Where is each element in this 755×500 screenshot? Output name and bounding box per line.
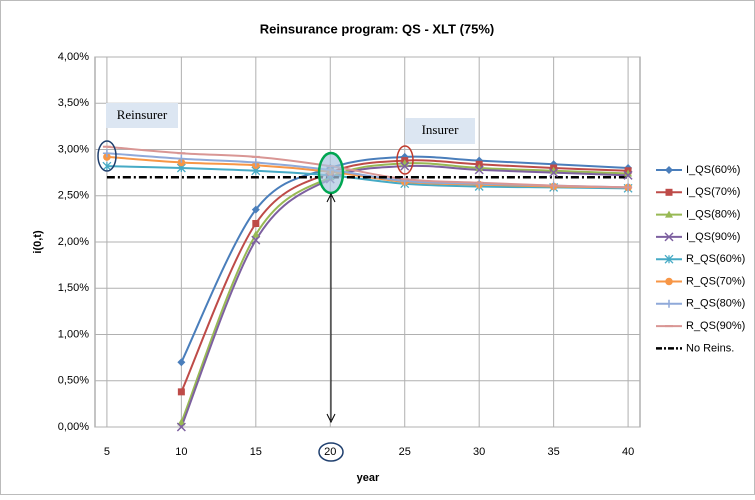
legend-marker: [665, 166, 673, 174]
arrow-head: [326, 192, 336, 424]
legend-marker: [664, 254, 674, 264]
legend-label: I_QS(90%): [686, 231, 740, 243]
chart-title: Reinsurance program: QS - XLT (75%): [260, 21, 495, 36]
annotations: Reinsurer Insurer: [97, 103, 475, 462]
data-point: [549, 166, 558, 174]
x-tick-label: 35: [548, 446, 560, 458]
annotation-box: [106, 103, 178, 128]
annotation: Insurer: [422, 122, 459, 137]
x-tick-label: 15: [250, 446, 262, 458]
legend-label: I_QS(80%): [686, 209, 740, 221]
legend-label: R_QS(60%): [686, 253, 745, 265]
data-point: [177, 358, 186, 367]
data-point: [252, 220, 260, 227]
annotation: Reinsurer: [117, 107, 168, 122]
x-tick-label: 30: [473, 446, 485, 458]
data-point: [177, 418, 186, 426]
legend-label: I_QS(70%): [686, 186, 740, 198]
data-point: [549, 168, 559, 178]
y-tick-label: 2,00%: [58, 236, 89, 248]
x-tick-label: 5: [104, 446, 110, 458]
highlight-ellipse: [396, 145, 414, 175]
x-tick-label: 25: [399, 446, 411, 458]
data-point: [474, 165, 484, 175]
legend-marker: [665, 277, 673, 286]
data-point: [624, 169, 633, 177]
highlight-ellipse: [97, 140, 117, 172]
legend-marker: [665, 210, 673, 218]
legend-label: R_QS(90%): [686, 320, 745, 332]
x-tick-label: 20: [324, 446, 336, 458]
grid: 0,00% 0,50% 1,00% 1,50% 2,00% 2,50% 3,00% 3,50%…: [58, 51, 641, 458]
y-tick-label: 3,00%: [58, 143, 89, 155]
legend-label: R_QS(80%): [686, 298, 745, 310]
data-point: [102, 149, 111, 158]
data-point: [177, 154, 186, 163]
x-tick-label: 10: [175, 446, 187, 458]
annotation-box: [405, 118, 475, 144]
legend: I_QS(60%) I_QS(70%) I_QS(80%) I_QS(90%) R_QS…: [656, 164, 745, 354]
y-tick-label: 3,50%: [58, 97, 89, 109]
legend-label: No Reins.: [686, 342, 734, 354]
data-point: [251, 230, 260, 238]
y-tick-label: 2,50%: [58, 190, 89, 202]
y-axis-title: i(0,t): [32, 230, 44, 254]
legend-marker: [665, 299, 673, 308]
data-point: [177, 388, 185, 396]
highlight-ellipse: [318, 442, 344, 462]
data-point: [251, 158, 260, 167]
data-point: [102, 161, 112, 171]
x-tick-label: 40: [622, 446, 634, 458]
highlight-ellipse: [317, 151, 345, 195]
data-point: [623, 170, 633, 180]
data-point: [251, 235, 261, 245]
legend-label: I_QS(60%): [686, 164, 740, 176]
y-tick-label: 0,50%: [58, 375, 89, 387]
series-line: [106, 165, 629, 190]
x-axis-title: year: [357, 472, 380, 484]
y-tick-label: 1,50%: [58, 282, 89, 294]
y-tick-label: 1,00%: [58, 328, 89, 340]
y-tick-label: 0,00%: [58, 421, 89, 433]
data-point: [251, 205, 260, 214]
legend-marker: [665, 188, 673, 196]
legend-label: R_QS(70%): [686, 275, 745, 287]
data-point: [400, 161, 410, 171]
legend-marker: [664, 232, 674, 242]
data-point: [475, 164, 484, 171]
y-tick-label: 4,00%: [58, 51, 89, 63]
series-line: [106, 145, 629, 189]
data-point: [176, 422, 186, 432]
